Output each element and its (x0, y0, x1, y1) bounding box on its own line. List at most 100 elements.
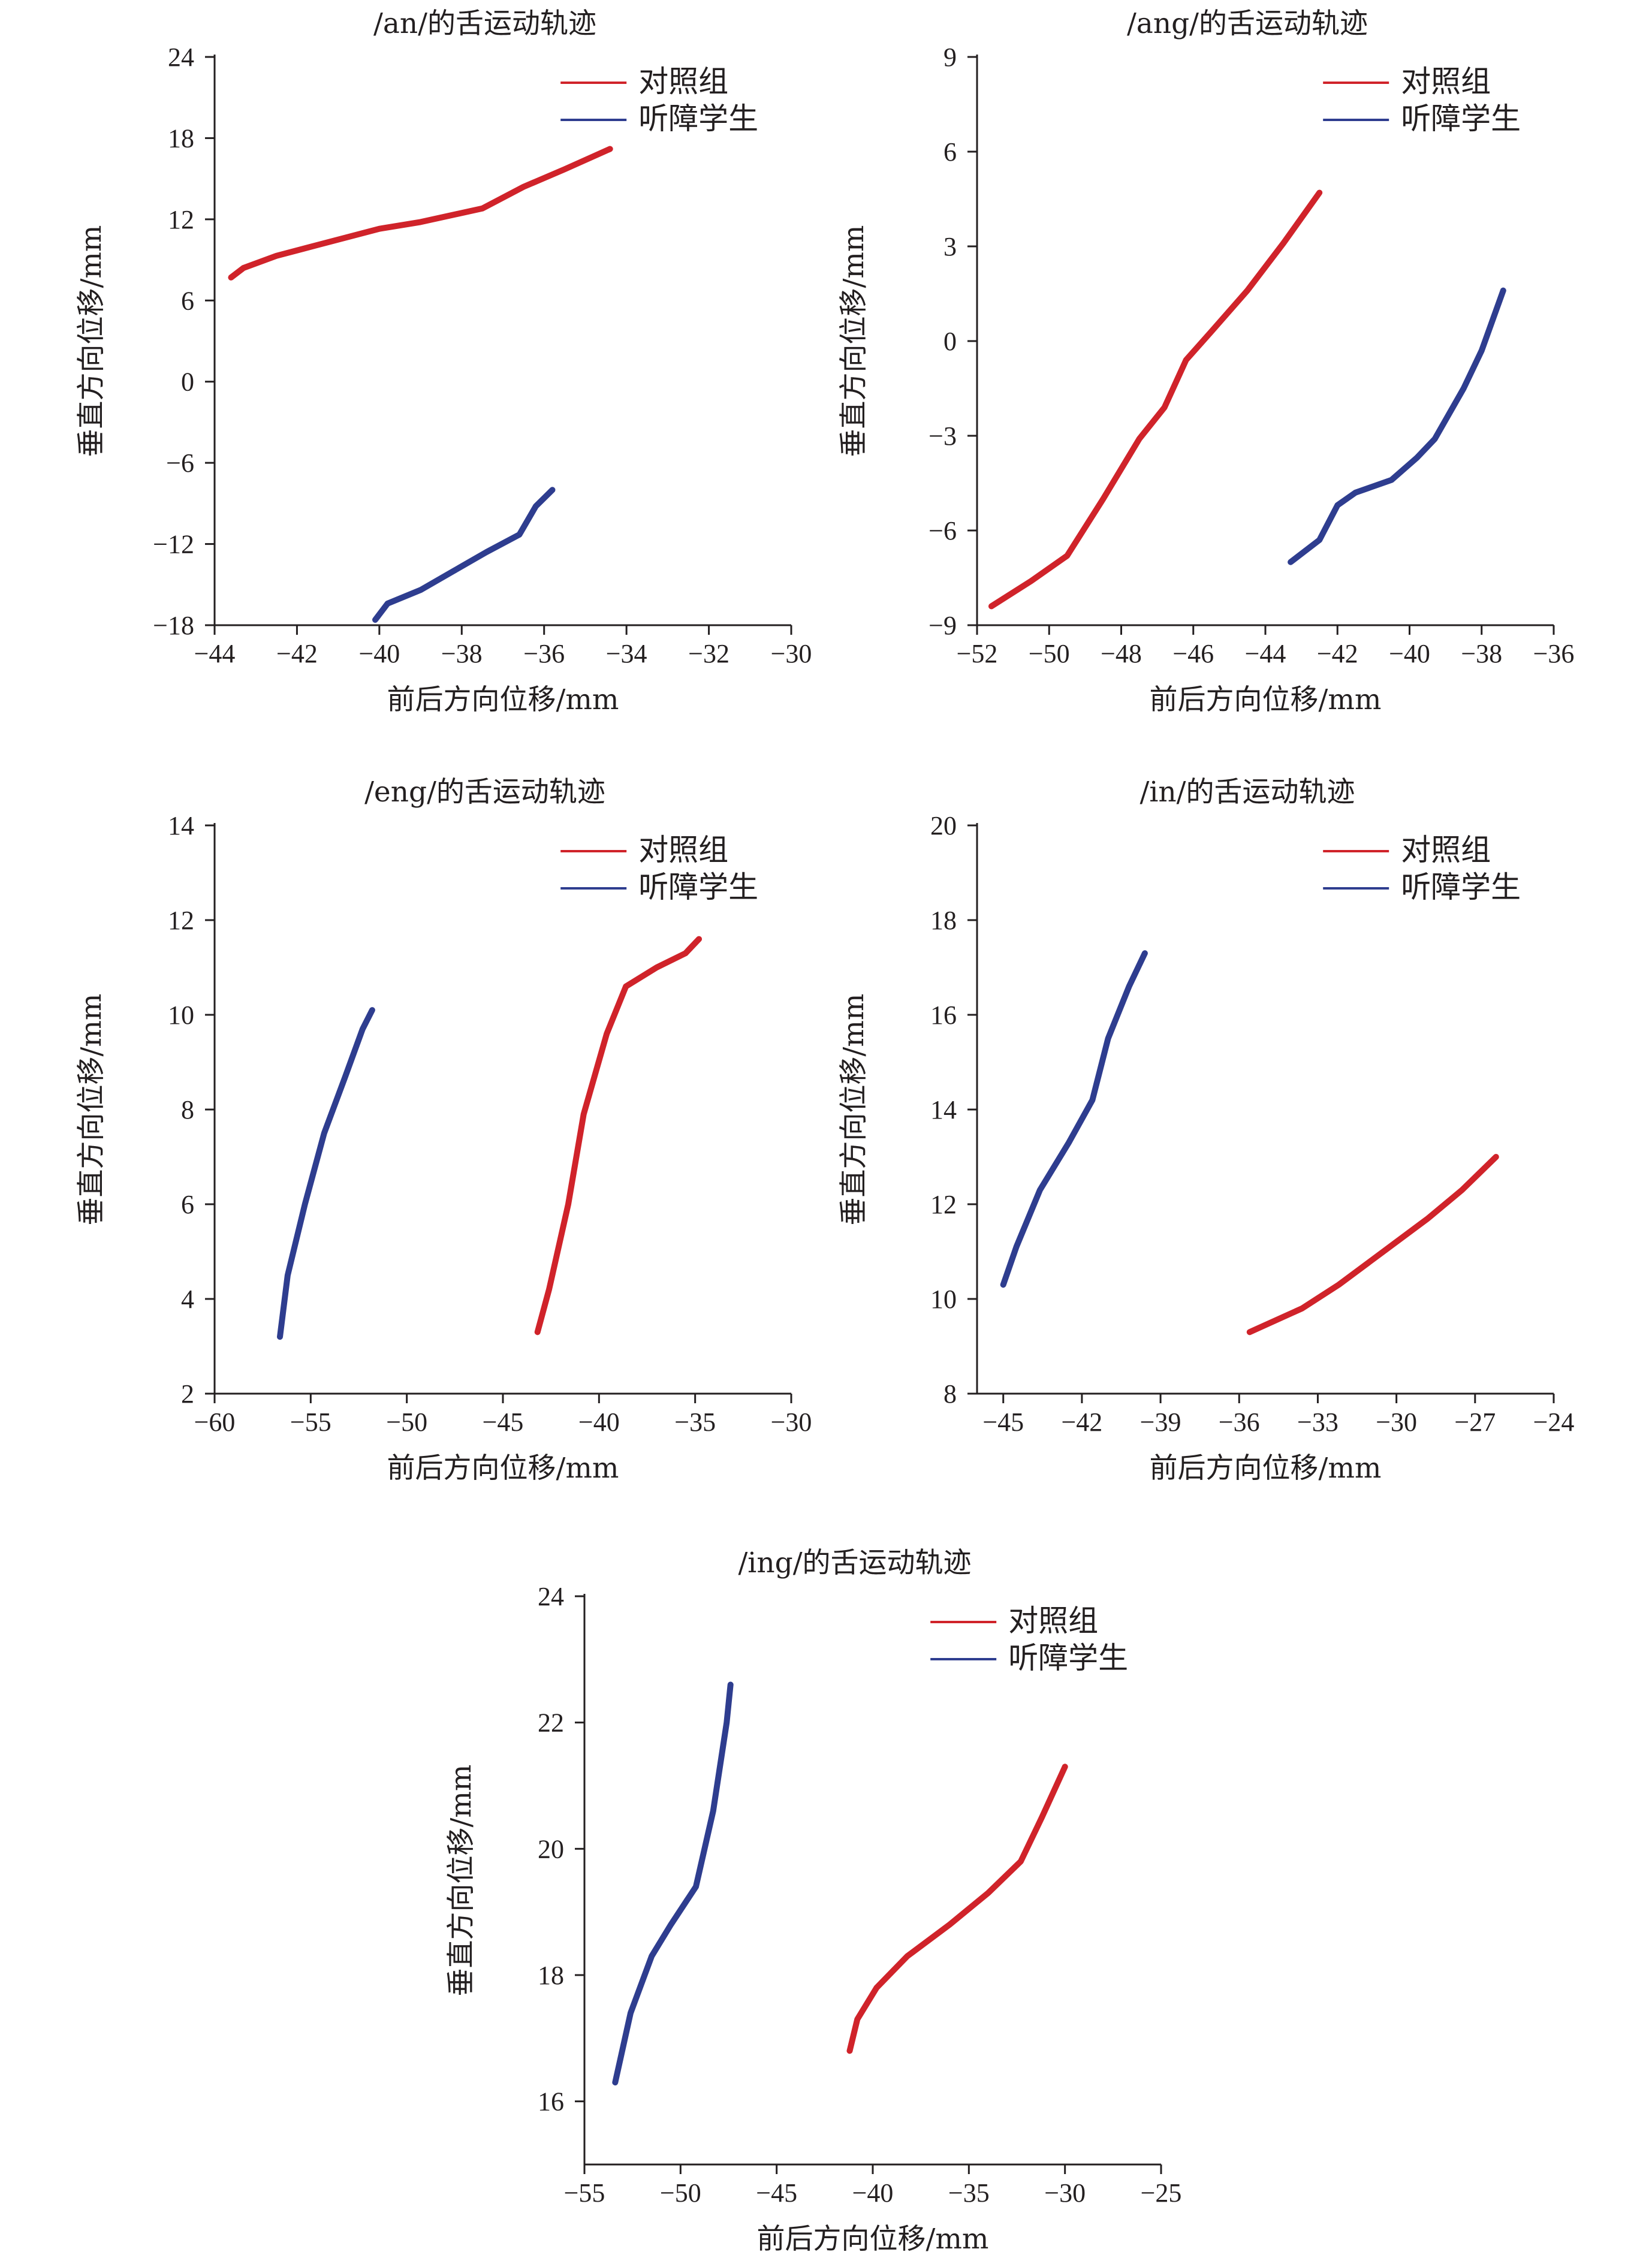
legend-label: 听障学生 (1401, 101, 1521, 136)
legend-label: 对照组 (1401, 833, 1491, 867)
y-axis-label: 垂直方向位移/mm (75, 225, 108, 457)
legend-label: 听障学生 (638, 101, 758, 136)
x-tick-label: −42 (1317, 639, 1358, 668)
y-tick-label: 12 (168, 205, 194, 234)
x-tick-label: −40 (358, 639, 400, 668)
series-line-control (846, 1763, 1068, 2054)
y-tick-label: 12 (930, 1190, 957, 1219)
y-tick-label: 24 (538, 1582, 564, 1611)
y-tick-label: 20 (930, 811, 957, 840)
y-tick-label: 3 (943, 232, 957, 261)
y-tick-label: −6 (166, 448, 194, 478)
x-tick-label: −36 (523, 639, 565, 668)
x-axis-label: 前后方向位移/mm (387, 1452, 619, 1485)
chart-panel-5: /ing/的舌运动轨迹 16 18 20 22 24 −55 −50 −45 −40 −35 −30 −… (445, 1546, 1181, 2256)
x-tick-label: −39 (1140, 1407, 1181, 1437)
y-tick-label: 10 (168, 1000, 194, 1030)
x-tick-label: −30 (771, 1407, 812, 1437)
chart-title: /an/的舌运动轨迹 (373, 7, 596, 40)
series-line-hearing-impaired (1288, 287, 1506, 565)
y-tick-label: −3 (929, 421, 957, 451)
y-tick-label: 4 (181, 1285, 194, 1314)
y-tick-label: −12 (153, 530, 194, 559)
series-line-hearing-impaired (372, 487, 556, 623)
y-tick-label: 22 (538, 1708, 564, 1738)
chart-title: /ang/的舌运动轨迹 (1127, 7, 1368, 40)
x-tick-label: −50 (660, 2178, 701, 2208)
y-tick-label: 0 (943, 327, 957, 356)
x-tick-label: −45 (756, 2178, 797, 2208)
x-tick-label: −45 (483, 1407, 524, 1437)
x-tick-label: −40 (852, 2178, 894, 2208)
y-axis-label: 垂直方向位移/mm (445, 1765, 478, 1997)
series-line-control (1246, 1154, 1499, 1336)
y-tick-label: 16 (930, 1000, 957, 1030)
y-axis-label: 垂直方向位移/mm (75, 994, 108, 1226)
x-tick-label: −36 (1219, 1407, 1260, 1437)
y-tick-label: 12 (168, 906, 194, 935)
y-tick-label: 0 (181, 367, 194, 397)
x-tick-label: −44 (1245, 639, 1286, 668)
legend-label: 听障学生 (1008, 1641, 1128, 1675)
legend-label: 听障学生 (1401, 870, 1521, 905)
x-tick-label: −50 (1029, 639, 1070, 668)
x-tick-label: −30 (1044, 2178, 1086, 2208)
y-tick-label: 16 (538, 2087, 564, 2117)
x-tick-label: −45 (982, 1407, 1024, 1437)
x-tick-label: −40 (1389, 639, 1430, 668)
x-tick-label: −42 (1061, 1407, 1102, 1437)
x-tick-label: −38 (1461, 639, 1502, 668)
y-tick-label: 10 (930, 1285, 957, 1314)
y-tick-label: 6 (181, 1190, 194, 1219)
x-tick-label: −35 (948, 2178, 990, 2208)
y-tick-label: 2 (181, 1379, 194, 1409)
y-tick-label: 6 (943, 137, 957, 167)
x-tick-label: −25 (1141, 2178, 1182, 2208)
legend-label: 对照组 (638, 64, 728, 99)
x-tick-label: −36 (1533, 639, 1575, 668)
x-axis-label: 前后方向位移/mm (1150, 683, 1382, 716)
x-axis-label: 前后方向位移/mm (757, 2223, 989, 2256)
y-tick-label: 14 (168, 811, 194, 840)
x-tick-label: −27 (1454, 1407, 1496, 1437)
x-tick-label: −44 (194, 639, 236, 668)
x-tick-label: −48 (1101, 639, 1142, 668)
x-tick-label: −55 (564, 2178, 605, 2208)
y-tick-label: −9 (929, 611, 957, 640)
series-line-hearing-impaired (277, 1007, 375, 1340)
series-line-hearing-impaired (1000, 950, 1148, 1288)
y-tick-label: 9 (943, 43, 957, 72)
x-axis-label: 前后方向位移/mm (387, 683, 619, 716)
x-tick-label: −32 (688, 639, 729, 668)
x-tick-label: −52 (957, 639, 998, 668)
x-tick-label: −24 (1533, 1407, 1575, 1437)
series-line-control (534, 936, 703, 1336)
chart-panel-3: /eng/的舌运动轨迹 2 4 6 8 10 12 14 −60 −55 −50 −45 −40 −35 −… (75, 776, 812, 1485)
y-axis-label: 垂直方向位移/mm (837, 994, 870, 1226)
chart-title: /ing/的舌运动轨迹 (738, 1546, 971, 1579)
legend-label: 对照组 (1401, 64, 1491, 99)
x-tick-label: −34 (606, 639, 647, 668)
x-tick-label: −50 (386, 1407, 427, 1437)
x-tick-label: −38 (441, 639, 483, 668)
x-tick-label: −40 (578, 1407, 620, 1437)
x-axis-label: 前后方向位移/mm (1150, 1452, 1382, 1485)
x-tick-label: −30 (771, 639, 812, 668)
chart-title: /in/的舌运动轨迹 (1140, 776, 1355, 809)
y-tick-label: 6 (181, 286, 194, 315)
x-tick-label: −35 (674, 1407, 716, 1437)
y-tick-label: −6 (929, 516, 957, 545)
chart-panel-4: /in/的舌运动轨迹 8 10 12 14 16 18 20 −45 −42 −39 −36 −33 −3… (837, 776, 1574, 1485)
x-tick-label: −55 (290, 1407, 331, 1437)
series-line-control (988, 189, 1323, 610)
x-tick-label: −42 (276, 639, 318, 668)
y-tick-label: 20 (538, 1834, 564, 1864)
y-tick-label: 14 (930, 1095, 957, 1125)
series-line-control (228, 146, 613, 281)
y-tick-label: 18 (930, 906, 957, 935)
legend-label: 对照组 (1008, 1603, 1098, 1638)
series-line-hearing-impaired (612, 1681, 734, 2086)
chart-panel-2: /ang/的舌运动轨迹 −9 −6 −3 0 3 6 9 −52 −50 −48 −46 −44 −42 −… (837, 7, 1574, 716)
legend-label: 听障学生 (638, 870, 758, 905)
